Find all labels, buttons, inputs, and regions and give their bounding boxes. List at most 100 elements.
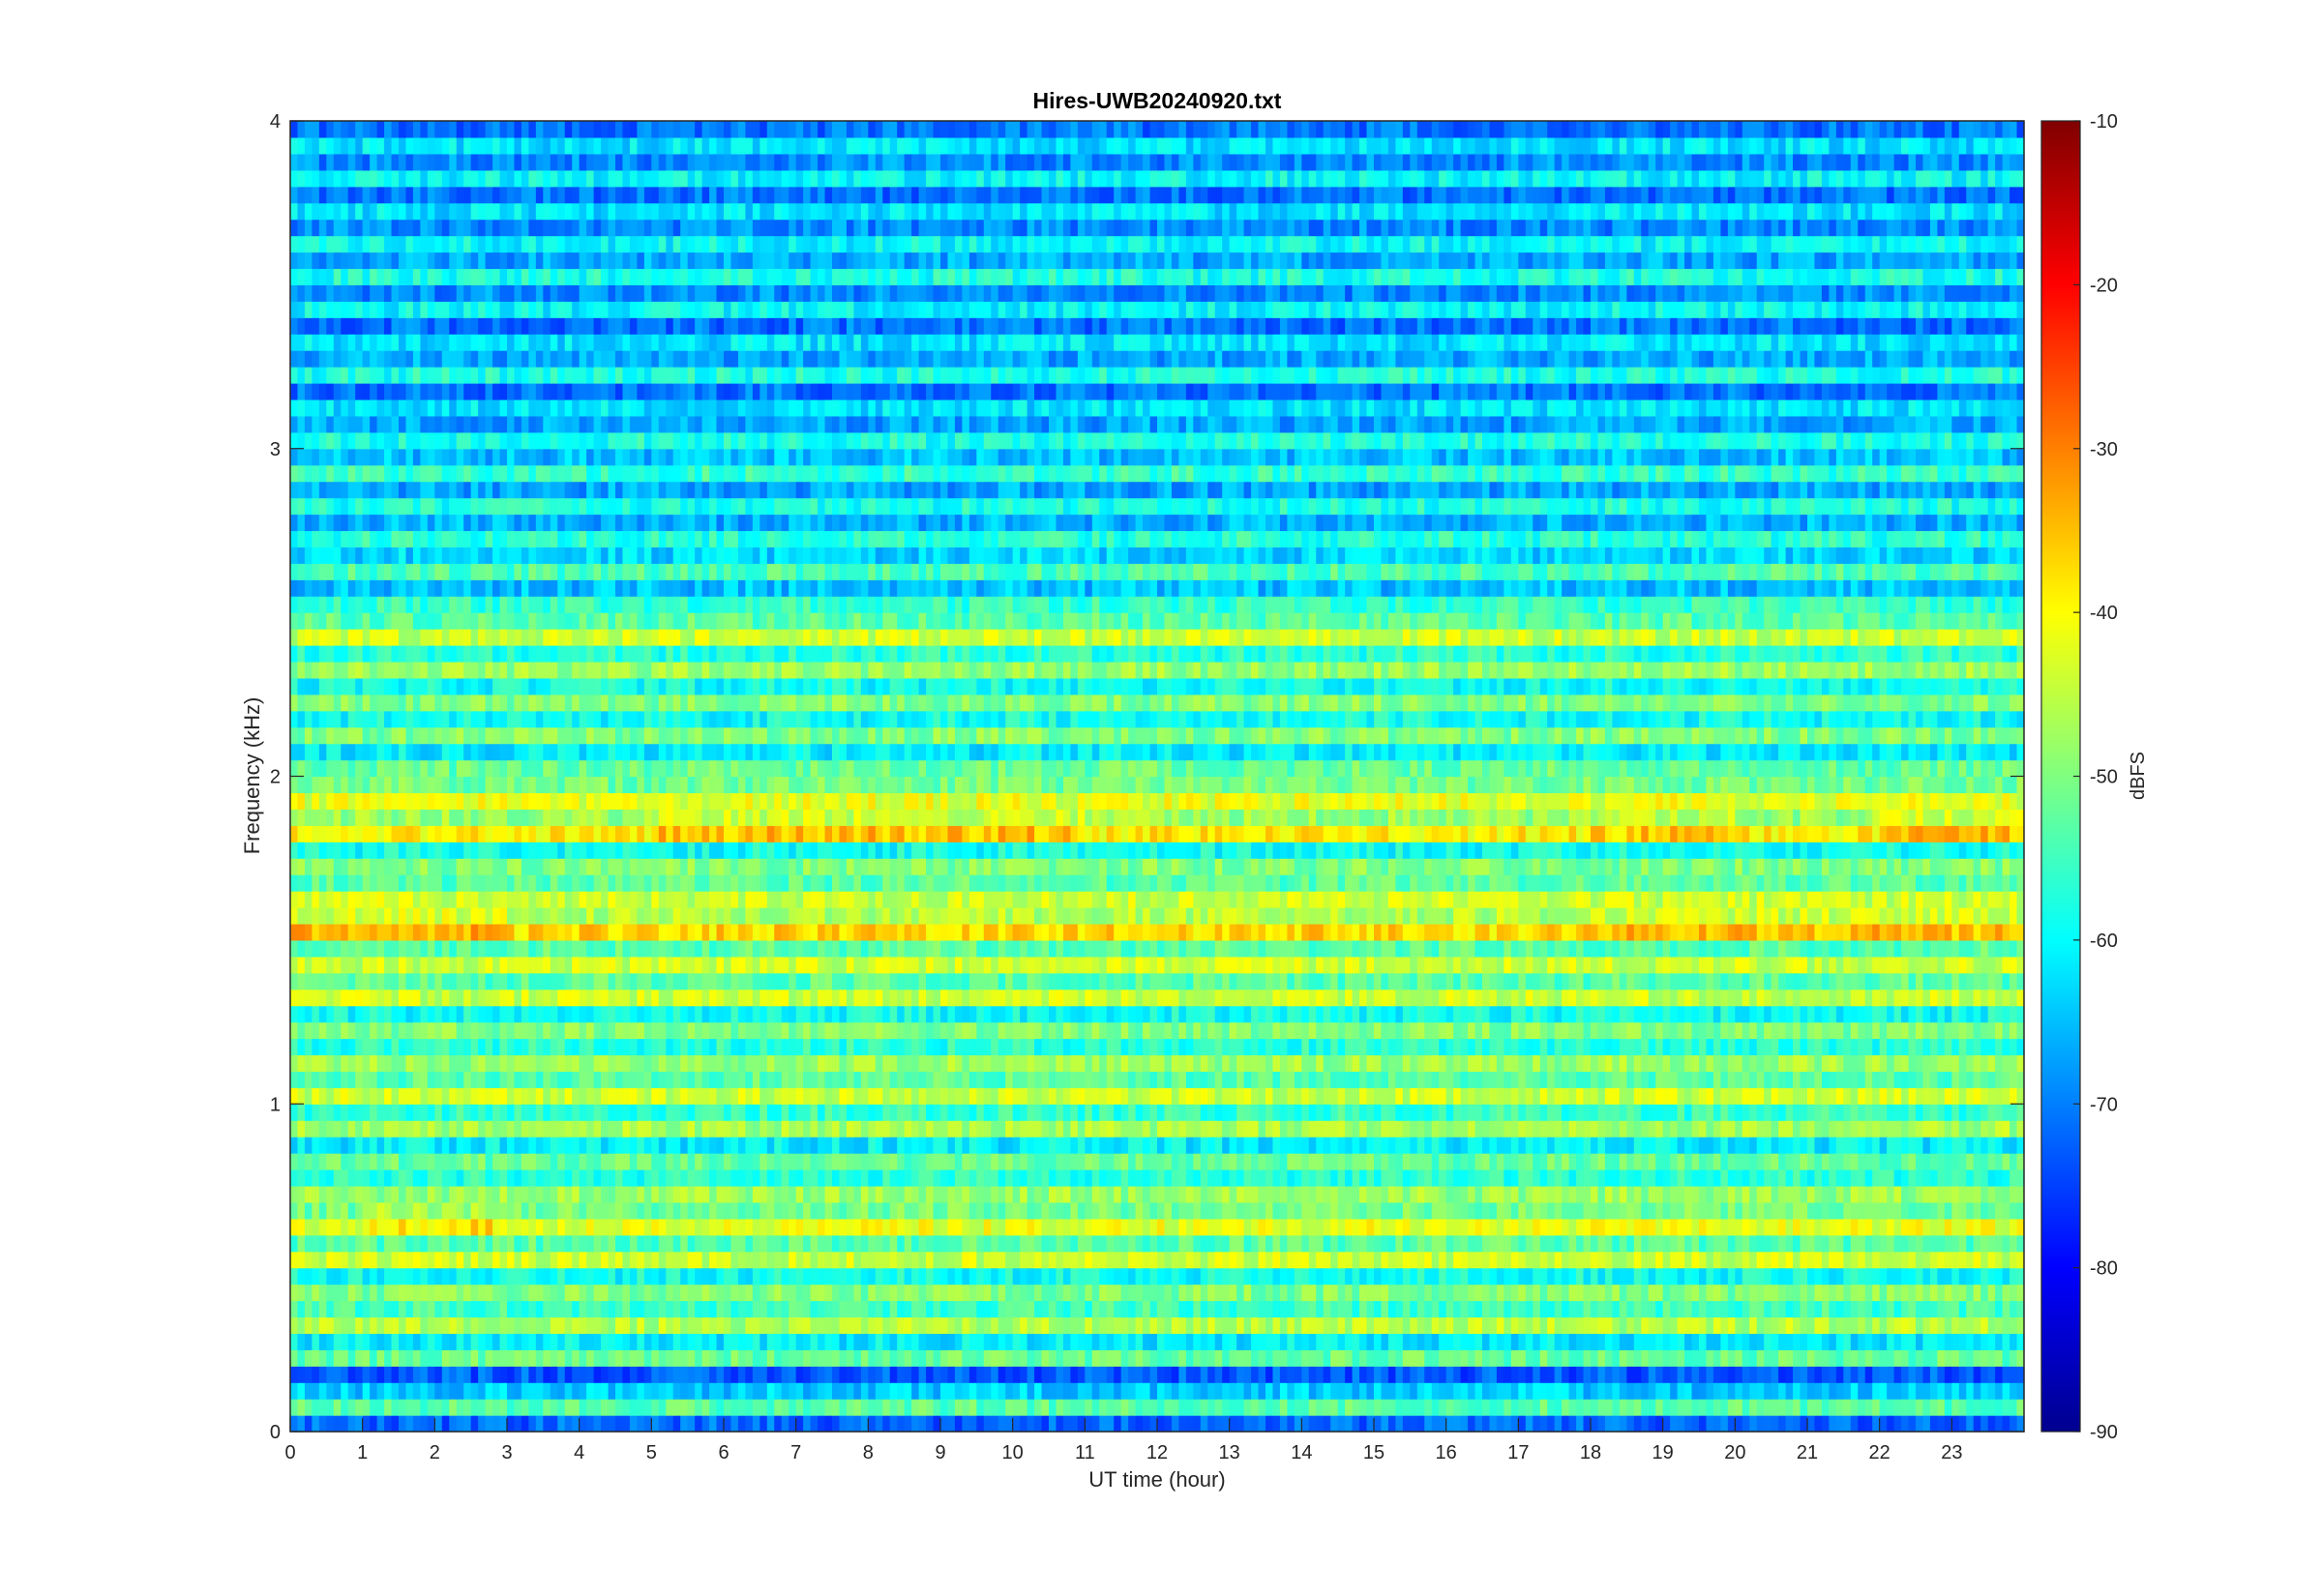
spectrogram-cell <box>882 1251 891 1269</box>
spectrogram-cell <box>1041 1087 1050 1105</box>
spectrogram-cell <box>535 1185 544 1203</box>
spectrogram-cell <box>1460 1333 1469 1350</box>
spectrogram-cell <box>499 1234 508 1253</box>
spectrogram-cell <box>318 1087 327 1105</box>
spectrogram-cell <box>1077 1382 1086 1400</box>
spectrogram-cell <box>1416 1218 1425 1236</box>
spectrogram-cell <box>514 1333 522 1350</box>
spectrogram-cell <box>1193 1415 1202 1433</box>
spectrogram-cell <box>724 1382 732 1400</box>
spectrogram-cell <box>412 1382 421 1400</box>
spectrogram-cell <box>947 1153 956 1170</box>
spectrogram-cell <box>766 1333 775 1350</box>
spectrogram-cell <box>326 1349 335 1367</box>
spectrogram-cell <box>1691 1300 1700 1318</box>
spectrogram-cell <box>1258 1366 1266 1383</box>
spectrogram-cell <box>1482 1120 1491 1138</box>
spectrogram-cell <box>1583 1087 1592 1105</box>
spectrogram-cell <box>1706 1201 1714 1220</box>
spectrogram-cell <box>1178 1300 1187 1318</box>
spectrogram-cell <box>1077 1185 1086 1203</box>
spectrogram-cell <box>1251 1087 1260 1105</box>
spectrogram-cell <box>991 1300 999 1318</box>
spectrogram-cell <box>535 1349 544 1367</box>
spectrogram-cell <box>1893 1234 1902 1253</box>
spectrogram-cell <box>1062 1169 1071 1187</box>
spectrogram-cell <box>528 1087 537 1105</box>
spectrogram-cell <box>1395 1185 1404 1203</box>
spectrogram-cell <box>1251 1399 1260 1416</box>
spectrogram-cell <box>846 1185 854 1203</box>
spectrogram-cell <box>824 1120 833 1138</box>
spectrogram-cell <box>882 1234 891 1253</box>
spectrogram-cell <box>1771 1300 1779 1318</box>
spectrogram-cell <box>1807 1137 1816 1154</box>
spectrogram-cell <box>1749 1349 1758 1367</box>
spectrogram-cell <box>1929 1333 1938 1350</box>
spectrogram-cell <box>1727 1218 1736 1236</box>
spectrogram-cell <box>1020 1120 1028 1138</box>
spectrogram-cell <box>637 1120 645 1138</box>
spectrogram-cell <box>1562 1104 1570 1121</box>
spectrogram-cell <box>1049 1333 1057 1350</box>
spectrogram-cell <box>1020 1234 1028 1253</box>
spectrogram-cell <box>1503 1087 1512 1105</box>
spectrogram-cell <box>1872 1415 1881 1433</box>
spectrogram-cell <box>1800 1349 1808 1367</box>
spectrogram-cell <box>1922 1137 1931 1154</box>
spectrogram-cell <box>680 1104 689 1121</box>
spectrogram-cell <box>1879 1251 1888 1269</box>
spectrogram-cell <box>904 1201 912 1220</box>
spectrogram-cell <box>1742 1169 1750 1187</box>
spectrogram-cell <box>1345 1316 1354 1334</box>
spectrogram-cell <box>1279 1218 1288 1236</box>
spectrogram-cell <box>1345 1087 1354 1105</box>
spectrogram-cell <box>1554 1153 1563 1170</box>
spectrogram-cell <box>789 1267 797 1286</box>
spectrogram-cell <box>492 1251 501 1269</box>
spectrogram-cell <box>550 1366 558 1383</box>
spectrogram-cell <box>1626 1104 1635 1121</box>
spectrogram-cell <box>1916 1333 1924 1350</box>
spectrogram-cell <box>304 1382 313 1400</box>
spectrogram-cell <box>1091 1169 1100 1187</box>
spectrogram-cell <box>1503 1366 1512 1383</box>
spectrogram-cell <box>997 1399 1006 1416</box>
spectrogram-cell <box>1539 1284 1548 1302</box>
spectrogram-cell <box>983 1349 992 1367</box>
spectrogram-cell <box>1720 1169 1729 1187</box>
spectrogram-cell <box>1901 1201 1910 1220</box>
spectrogram-cell <box>1604 1087 1613 1105</box>
spectrogram-cell <box>1402 1120 1411 1138</box>
spectrogram-cell <box>507 1366 516 1383</box>
spectrogram-cell <box>1460 1382 1469 1400</box>
spectrogram-cell <box>1858 1300 1866 1318</box>
spectrogram-cell <box>1814 1382 1823 1400</box>
spectrogram-cell <box>795 1399 804 1416</box>
spectrogram-cell <box>1005 1366 1014 1383</box>
spectrogram-cell <box>1381 1300 1389 1318</box>
spectrogram-cell <box>962 1316 970 1334</box>
spectrogram-cell <box>680 1218 689 1236</box>
spectrogram-cell <box>1742 1185 1750 1203</box>
spectrogram-cell <box>1149 1333 1158 1350</box>
spectrogram-cell <box>1619 1382 1627 1400</box>
spectrogram-cell <box>2009 1251 2018 1269</box>
spectrogram-cell <box>1843 1399 1852 1416</box>
spectrogram-cell <box>666 1153 674 1170</box>
spectrogram-cell <box>1474 1300 1483 1318</box>
spectrogram-cell <box>687 1137 696 1154</box>
spectrogram-cell <box>1901 1153 1910 1170</box>
spectrogram-cell <box>1091 1218 1100 1236</box>
spectrogram-cell <box>810 1120 819 1138</box>
spectrogram-cell <box>1164 1399 1173 1416</box>
spectrogram-cell <box>1041 1415 1050 1433</box>
spectrogram-cell <box>860 1349 869 1367</box>
spectrogram-cell <box>839 1366 848 1383</box>
spectrogram-cell <box>983 1234 992 1253</box>
spectrogram-cell <box>1706 1185 1714 1203</box>
spectrogram-cell <box>1301 1333 1310 1350</box>
spectrogram-cell <box>976 1382 985 1400</box>
spectrogram-cell <box>1301 1104 1310 1121</box>
spectrogram-cell <box>557 1169 566 1187</box>
